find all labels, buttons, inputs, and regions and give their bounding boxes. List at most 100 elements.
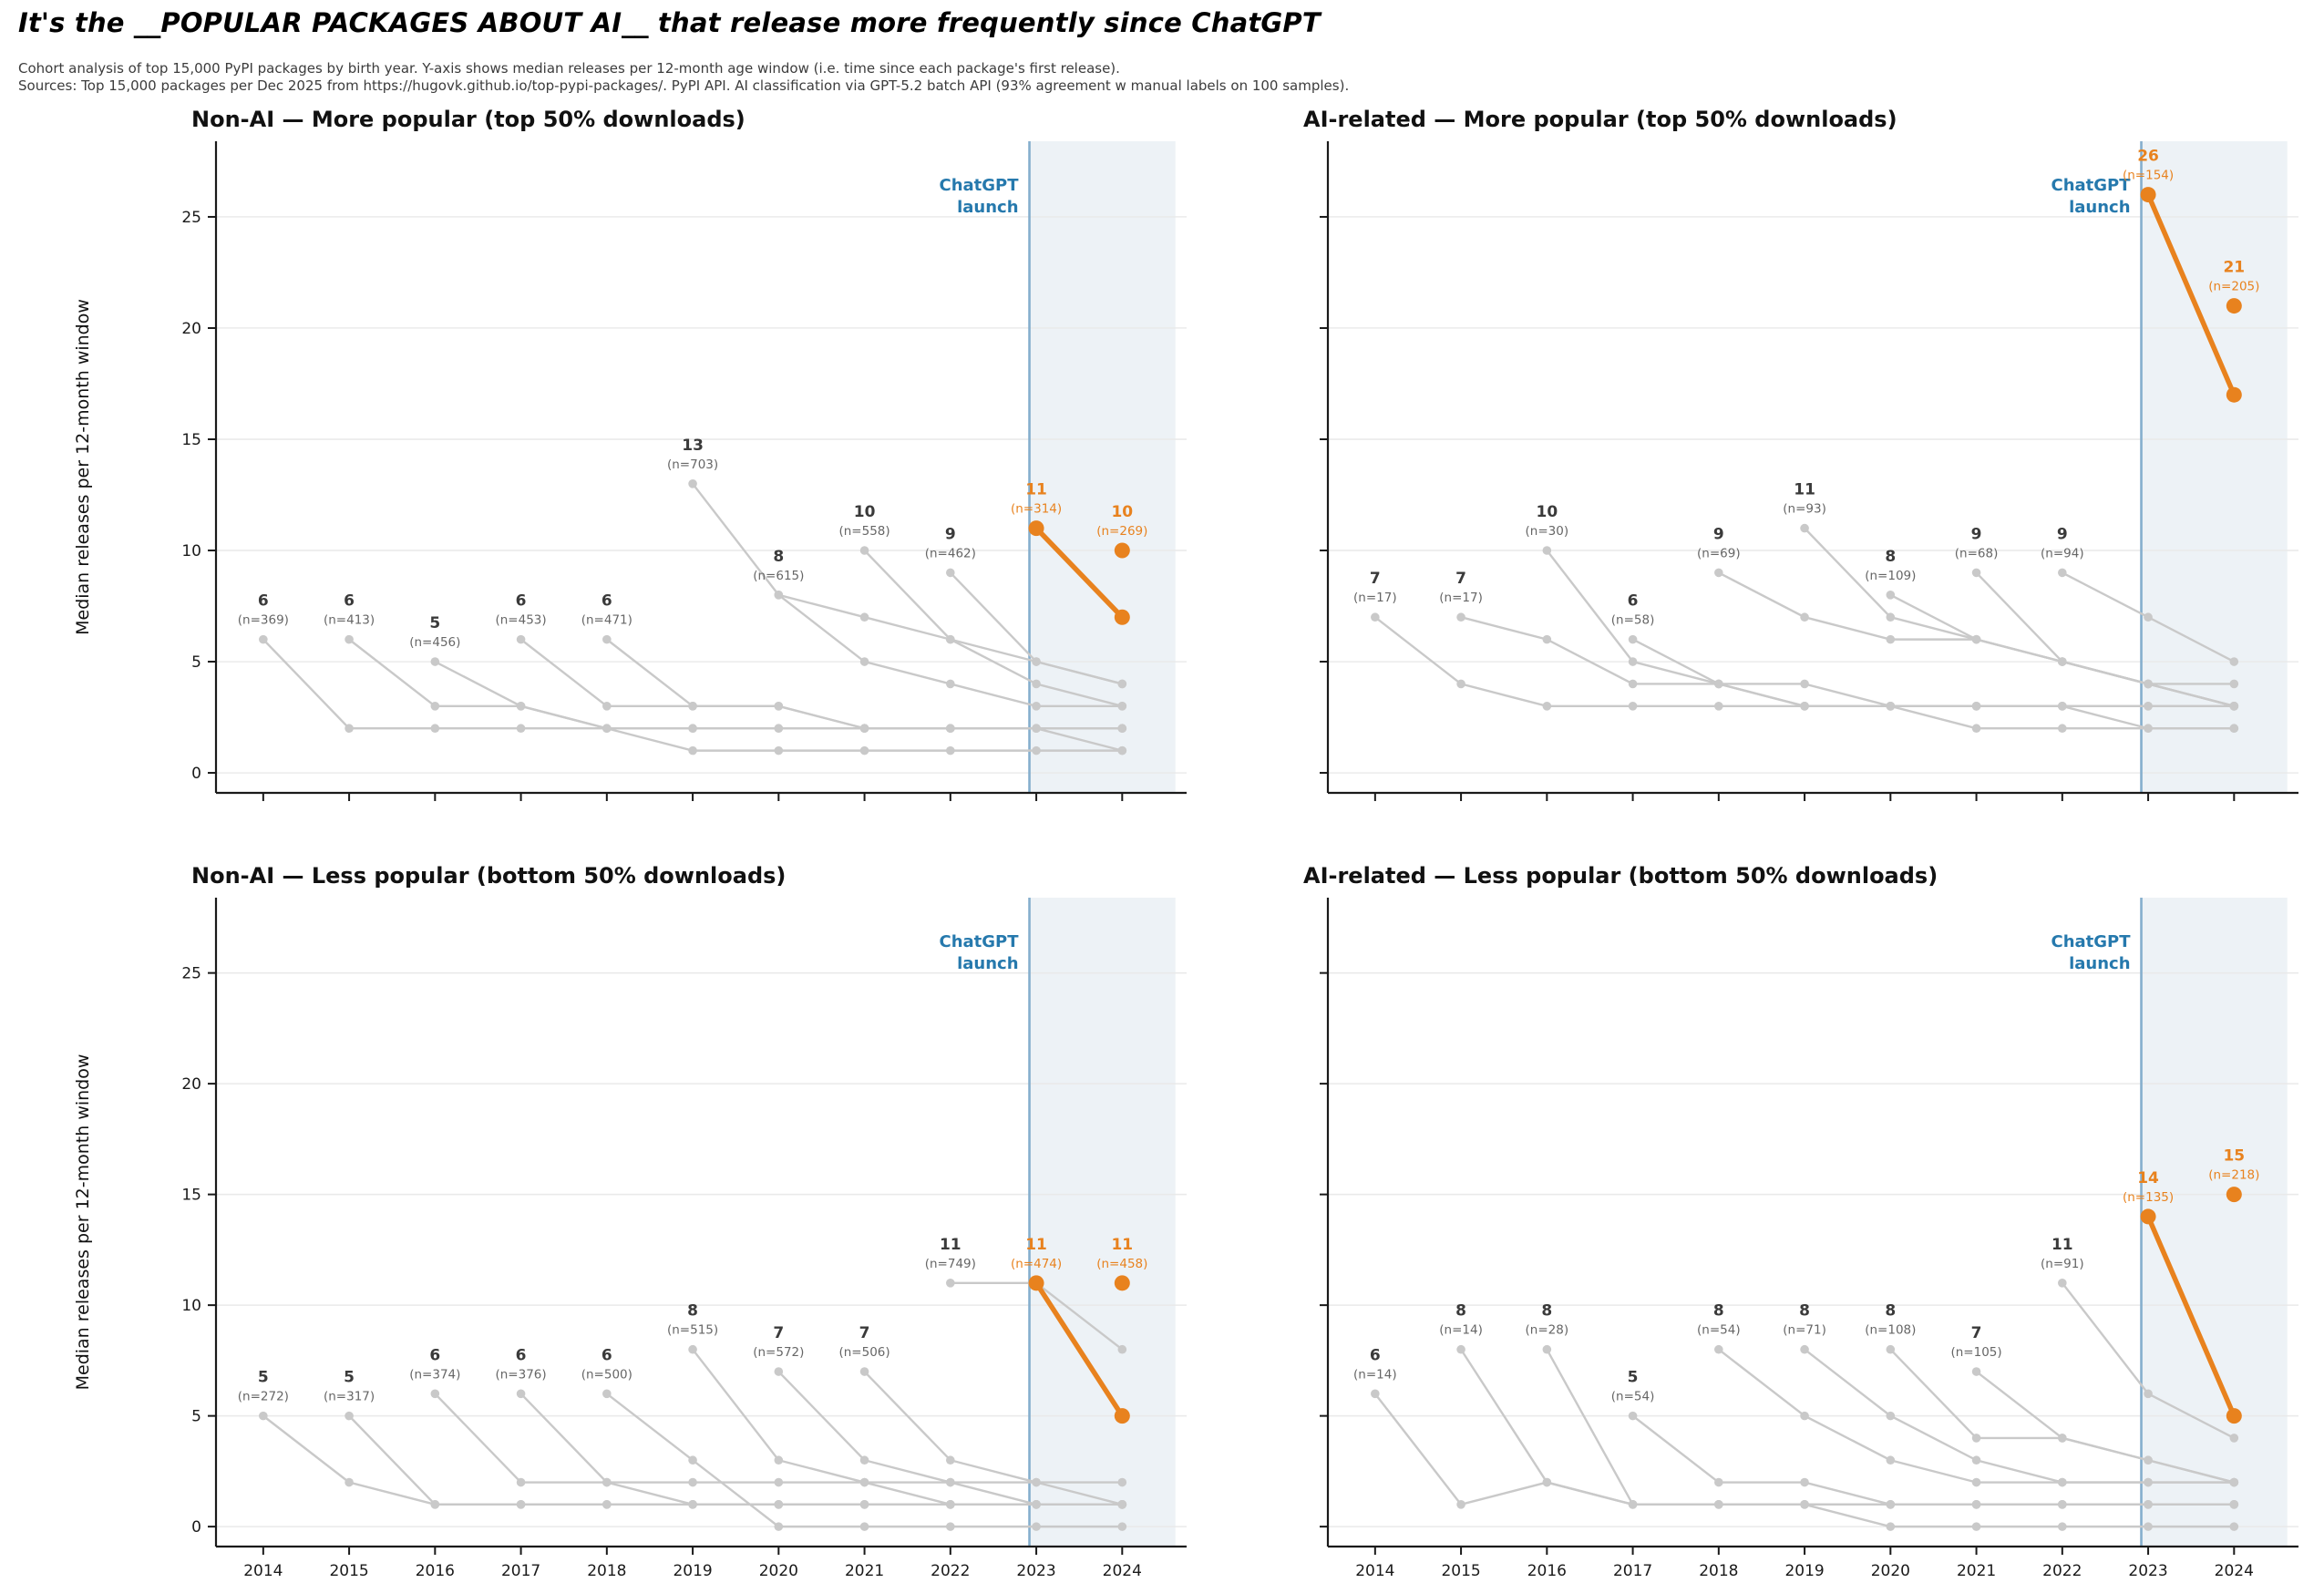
cohort-point xyxy=(1371,612,1380,622)
cohort-n-label: (n=30) xyxy=(1526,524,1569,539)
cohort-point xyxy=(1628,679,1638,689)
cohort-point xyxy=(1371,1389,1380,1399)
cohort-value-label: 6 xyxy=(258,592,269,611)
x-tick-label: 2022 xyxy=(2042,1562,2082,1580)
cohort-point xyxy=(1032,657,1041,666)
cohort-point xyxy=(1971,702,1981,711)
cohort-point xyxy=(1117,1477,1127,1487)
cohort-line xyxy=(863,1370,1124,1506)
cohort-point xyxy=(1800,1477,1809,1487)
cohort-n-label: (n=703) xyxy=(667,457,718,472)
y-tick-label: 0 xyxy=(191,765,201,783)
cohort-n-label: (n=108) xyxy=(1865,1323,1916,1338)
cohort-point xyxy=(602,634,612,644)
cohort-2023-highlight: 14 (n=135) xyxy=(2123,1169,2242,1424)
x-tick-label: 2017 xyxy=(501,1562,540,1580)
chatgpt-launch-label: ChatGPT xyxy=(2051,176,2131,195)
cohort-point xyxy=(774,745,784,756)
cohort-point xyxy=(2058,1477,2067,1487)
cohort-value-label: 7 xyxy=(1971,1324,1982,1342)
cohort-point xyxy=(859,724,869,734)
x-tick-label: 2019 xyxy=(673,1562,712,1580)
cohort-point xyxy=(1886,1411,1896,1421)
cohort-point xyxy=(1714,702,1723,711)
cohort-point xyxy=(1032,1477,1041,1487)
cohort-n-label: (n=314) xyxy=(1011,502,1062,517)
cohort-value-label: 5 xyxy=(344,1369,355,1387)
cohort-point xyxy=(1032,724,1041,734)
cohort-point xyxy=(2144,612,2153,622)
cohort-value-label: 9 xyxy=(1971,525,1982,543)
x-tick-label: 2017 xyxy=(1613,1562,1652,1580)
panel-title: AI-related — Less popular (bottom 50% do… xyxy=(1303,863,1938,889)
cohort-point xyxy=(2058,1434,2067,1443)
cohort-value-label: 10 xyxy=(854,503,876,521)
cohort-point xyxy=(602,1500,612,1509)
cohort-n-label: (n=28) xyxy=(1526,1323,1569,1338)
cohort-value-label: 13 xyxy=(682,437,704,455)
cohort-point xyxy=(946,1455,955,1465)
cohort-point xyxy=(946,745,955,756)
cohort-n-label: (n=272) xyxy=(238,1390,289,1404)
cohort-point xyxy=(1456,1344,1465,1354)
cohort-point xyxy=(1628,1500,1638,1509)
cohort-value-label: 8 xyxy=(1541,1302,1552,1321)
cohort-point xyxy=(602,1477,612,1487)
chatgpt-launch-label: launch xyxy=(957,198,1018,217)
cohort-point xyxy=(2140,187,2156,203)
cohort-2023-highlight: 11 (n=474) xyxy=(1011,1236,1130,1424)
cohort-2015: 7 (n=17) xyxy=(1439,570,2239,711)
cohort-point xyxy=(859,1455,869,1465)
cohort-point xyxy=(516,1500,526,1509)
cohort-point xyxy=(1800,523,1809,533)
figure-subtitle: Cohort analysis of top 15,000 PyPI packa… xyxy=(18,60,2297,95)
cohort-point xyxy=(516,1389,526,1399)
cohort-point xyxy=(1971,1434,1981,1443)
y-tick-label: 10 xyxy=(181,1297,201,1315)
cohort-point xyxy=(1800,679,1809,689)
cohort-value-label: 8 xyxy=(1713,1302,1724,1321)
cohort-value-label: 8 xyxy=(1885,1302,1896,1321)
cohort-point xyxy=(688,1477,697,1487)
cohort-value-label: 6 xyxy=(1370,1346,1381,1364)
cohort-point xyxy=(1028,1275,1044,1291)
cohort-point xyxy=(430,1389,440,1399)
cohort-value-label: 6 xyxy=(516,1346,527,1364)
cohort-2021: 10 (n=558) xyxy=(838,503,1127,711)
cohort-point xyxy=(1542,546,1552,555)
cohort-2023-highlight: 26 (n=154) xyxy=(2123,148,2242,403)
cohort-point xyxy=(688,1344,697,1354)
cohort-point xyxy=(1032,679,1041,689)
chatgpt-launch-label: launch xyxy=(957,954,1018,973)
cohort-point xyxy=(946,1500,955,1509)
cohort-point xyxy=(2226,1408,2242,1424)
cohort-point xyxy=(2144,702,2153,711)
cohort-point xyxy=(2058,568,2067,578)
cohort-2014: 7 (n=17) xyxy=(1353,570,2239,711)
cohort-point xyxy=(1117,1344,1127,1354)
figure-header: It's the __POPULAR PACKAGES ABOUT AI__ t… xyxy=(18,7,2297,95)
cohort-point xyxy=(946,1522,955,1531)
cohort-point xyxy=(1542,634,1552,644)
cohort-point xyxy=(688,702,697,711)
cohort-line xyxy=(262,638,1124,730)
cohort-point xyxy=(2144,1500,2153,1509)
cohort-value-label: 9 xyxy=(945,525,956,543)
cohort-point xyxy=(2229,1477,2239,1487)
cohort-n-label: (n=374) xyxy=(409,1367,460,1382)
cohort-point xyxy=(1714,568,1723,578)
cohort-n-label: (n=369) xyxy=(238,613,289,628)
cohort-point xyxy=(1628,657,1638,666)
cohort-point xyxy=(1456,1500,1465,1509)
x-tick-label: 2024 xyxy=(1103,1562,1142,1580)
cohort-line xyxy=(863,549,1124,708)
cohort-point xyxy=(859,546,869,555)
cohort-line xyxy=(1975,1370,2236,1484)
x-tick-label: 2022 xyxy=(931,1562,970,1580)
cohort-2020: 8 (n=615) xyxy=(753,548,1127,711)
x-tick-label: 2023 xyxy=(2128,1562,2167,1580)
panel-bottom-right: 2014 2015 2016 2017 2018 2019 2020 2021 2022 2023… xyxy=(1303,863,2298,1580)
chatgpt-launch-label: ChatGPT xyxy=(939,176,1019,195)
cohort-point xyxy=(946,1279,955,1288)
